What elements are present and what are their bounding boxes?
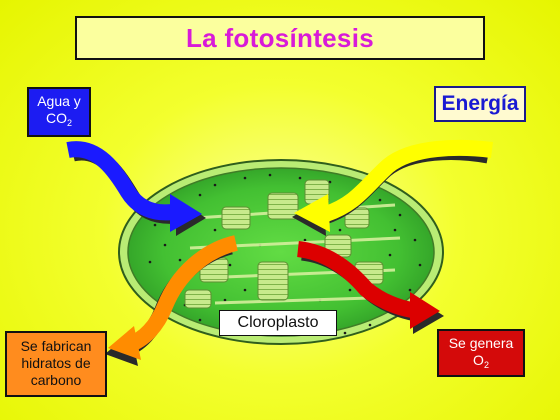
title-box: La fotosíntesis: [75, 16, 485, 60]
page-title: La fotosíntesis: [186, 22, 374, 53]
energy-arrow: [294, 139, 493, 232]
chloroplast-text: Cloroplasto: [237, 314, 319, 331]
water-co2-line1: Agua y: [37, 93, 81, 109]
energy-label: Energía: [434, 86, 526, 122]
water-co2-arrow: [66, 141, 202, 232]
carbohydrates-line1: Se fabrican: [20, 338, 92, 354]
chloroplast-label: Cloroplasto: [219, 310, 337, 336]
carbohydrates-arrow: [108, 235, 239, 360]
carbohydrates-label: Se fabrican hidratos de carbono: [5, 331, 107, 397]
water-co2-label: Agua y CO2: [27, 87, 91, 137]
energy-text: Energía: [441, 92, 519, 115]
oxygen-label: Se genera O2: [437, 329, 525, 377]
oxygen-line1: Se genera: [448, 335, 514, 351]
water-co2-line2: CO2: [45, 110, 72, 128]
oxygen-arrow: [296, 241, 440, 329]
oxygen-line2: O2: [473, 352, 489, 370]
carbohydrates-line2: hidratos de: [21, 355, 91, 371]
carbohydrates-line3: carbono: [30, 372, 82, 388]
chloroplast: [118, 159, 444, 345]
